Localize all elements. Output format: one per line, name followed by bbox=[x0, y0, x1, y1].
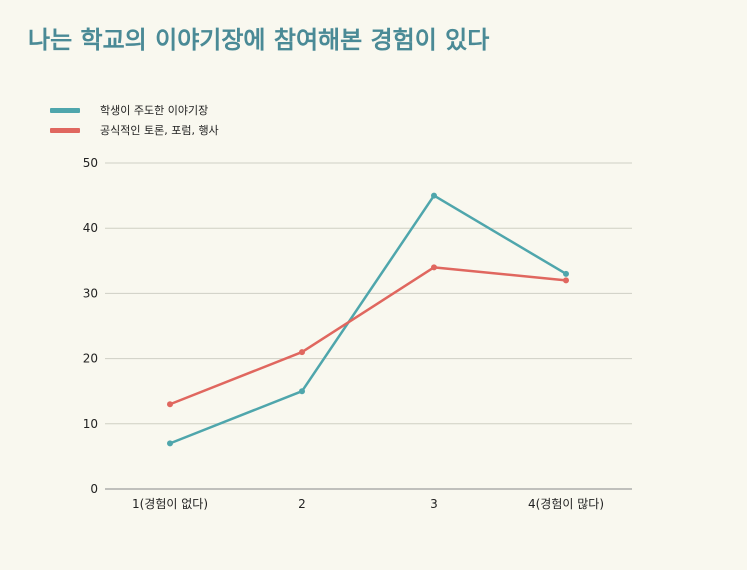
legend-label-student-led: 학생이 주도한 이야기장 bbox=[100, 104, 209, 117]
data-point-s2-4 bbox=[563, 277, 569, 284]
y-tick-label-40: 40 bbox=[83, 221, 98, 235]
data-point-s2-3 bbox=[431, 264, 437, 271]
series-line-1 bbox=[168, 194, 568, 445]
x-tick-label-2: 2 bbox=[298, 497, 306, 511]
series-line-2 bbox=[168, 266, 568, 406]
data-point-s1-2 bbox=[299, 388, 305, 395]
x-tick-label-1: 1(경험이 없다) bbox=[132, 497, 208, 511]
data-point-s2-2 bbox=[299, 349, 305, 356]
y-tick-label-50: 50 bbox=[83, 156, 98, 170]
y-tick-label-10: 10 bbox=[83, 417, 98, 431]
y-tick-label-30: 30 bbox=[83, 286, 98, 300]
x-tick-label-4: 4(경험이 많다) bbox=[528, 497, 604, 511]
chart-title: 나는 학교의 이야기장에 참여해본 경험이 있다 bbox=[28, 26, 490, 54]
data-point-s1-4 bbox=[563, 270, 569, 277]
legend-swatch-student-led bbox=[50, 108, 80, 113]
data-point-s1-3 bbox=[431, 192, 437, 199]
data-point-s1-1 bbox=[167, 440, 173, 447]
x-tick-label-3: 3 bbox=[430, 497, 438, 511]
data-point-s2-1 bbox=[167, 401, 173, 408]
y-tick-label-0: 0 bbox=[90, 482, 98, 496]
y-tick-label-20: 20 bbox=[83, 352, 98, 366]
legend-swatch-official-events bbox=[50, 128, 80, 133]
legend-label-official-events: 공식적인 토론, 포럼, 행사 bbox=[100, 124, 219, 137]
